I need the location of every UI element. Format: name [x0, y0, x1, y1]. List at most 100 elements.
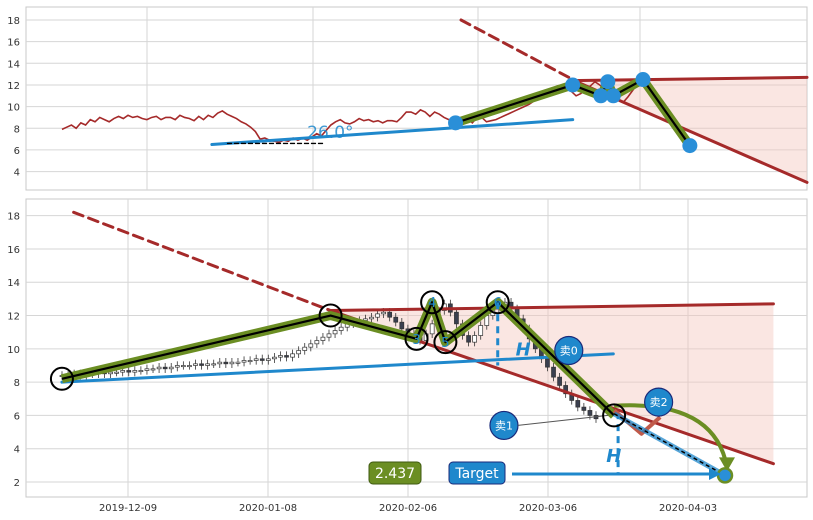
candle-body [320, 336, 326, 341]
top-y-tick-label: 10 [7, 103, 20, 114]
bottom-pivot-circle [485, 290, 510, 315]
bottom-trendline [60, 352, 615, 384]
sell-marker-label: 卖0 [560, 344, 578, 357]
bottom-pivot-circle [49, 366, 74, 391]
top-y-tick-label: 4 [14, 168, 20, 179]
candle-body [108, 371, 113, 375]
bottom-x-tick-label: 2020-03-06 [519, 503, 577, 514]
candle-body [199, 363, 204, 366]
bottom-pivot-label: 4 [428, 296, 436, 311]
top-y-tick-label: 8 [14, 124, 20, 135]
bottom-projection-dashed [613, 413, 726, 477]
top-y-tick-label: 18 [7, 16, 20, 27]
candle-body [369, 316, 374, 320]
candle-body [387, 311, 393, 318]
candle-body [132, 370, 138, 373]
candle-body [235, 361, 241, 364]
candle-body [314, 340, 320, 345]
sell-marker [644, 387, 674, 417]
bottom-x-tick-label: 2019-12-09 [99, 503, 157, 514]
target-arrowhead [708, 468, 721, 480]
candle-body [429, 323, 435, 335]
candle-body [375, 313, 380, 318]
candle-body [217, 361, 223, 365]
bottom-x-tick-label: 2020-01-08 [239, 503, 297, 514]
top-trendline [459, 18, 581, 85]
candle-body [253, 358, 259, 361]
top-y-tick-label: 14 [7, 59, 20, 70]
bottom-y-tick-label: 12 [7, 312, 20, 323]
value-badge-label: 2.437 [375, 466, 415, 482]
target-badge [448, 461, 506, 485]
candle-body [575, 400, 581, 408]
candle-body [126, 370, 132, 373]
bottom-projection-arc [613, 403, 729, 468]
value-badge [368, 461, 422, 485]
candle-body [551, 366, 556, 378]
top-pivot-marker [605, 88, 621, 104]
bottom-y-tick-label: 2 [14, 478, 20, 489]
bottom-target-point [716, 467, 734, 484]
top-y-tick-label: 6 [14, 146, 20, 157]
bottom-x-tick-label: 2020-02-06 [379, 503, 437, 514]
candle-body [156, 366, 162, 370]
bottom-x-tick-label: 2020-04-03 [659, 503, 717, 514]
candle-body [181, 365, 186, 368]
candle-body [247, 360, 253, 363]
bottom-y-tick-label: 16 [7, 245, 20, 256]
candle-body [466, 335, 471, 343]
candle-body [296, 350, 302, 355]
candle-body [332, 330, 338, 335]
bottom-pivot-circle [404, 326, 429, 351]
bottom-h-label: H [516, 339, 531, 360]
candle-body [393, 316, 399, 323]
top-trendline [210, 118, 575, 147]
bottom-y-tick-label: 10 [7, 345, 20, 356]
top-angle-label: 26.0° [307, 123, 353, 143]
bottom-y-tick-label: 8 [14, 378, 20, 389]
candle-body [144, 368, 150, 371]
candle-body [545, 358, 550, 368]
bottom-pivot-label: 3 [412, 333, 420, 348]
candle-body [278, 355, 283, 358]
sell-marker-label: 卖1 [495, 419, 513, 432]
candle-body [290, 353, 295, 358]
candle-body [478, 325, 484, 336]
candle-body [302, 346, 308, 351]
top-y-tick-label: 12 [7, 81, 20, 92]
candle-body [162, 366, 168, 370]
candle-body [326, 333, 332, 338]
bottom-pivot-circle [602, 403, 627, 428]
candle-body [174, 365, 180, 368]
candle-body [381, 311, 386, 315]
candle-body [138, 370, 144, 373]
candle-body [168, 366, 174, 370]
bottom-y-tick-label: 6 [14, 411, 20, 422]
candle-body [581, 406, 587, 411]
bottom-panel: 2 4 6 8 10 12 14 16 18 2019-12-09 2020-01-08 2020-0… [7, 198, 808, 514]
top-pivot-marker [448, 115, 464, 131]
candle-body [229, 361, 235, 365]
candle-body [272, 356, 277, 360]
candle-body [472, 335, 477, 343]
candle-body [211, 363, 217, 366]
candle-body [308, 343, 314, 348]
sell-marker-label: 卖2 [650, 396, 668, 409]
bottom-pivot-label: 5 [441, 336, 449, 351]
candle-body [454, 311, 459, 325]
candle-body [241, 360, 247, 363]
candle-body [399, 321, 405, 330]
top-pivot-marker [600, 74, 616, 90]
candle-body [259, 358, 265, 361]
candle-body [587, 410, 593, 416]
candle-body [284, 355, 289, 358]
candle-body [187, 365, 192, 368]
candle-body [338, 326, 344, 331]
bottom-pivot-circle [318, 303, 343, 328]
bottom-h-label: H [606, 446, 621, 467]
sell-marker [554, 335, 584, 366]
top-pivot-marker [682, 138, 698, 154]
top-panel: 4 6 8 10 12 14 16 18 26.0° [7, 6, 809, 191]
top-pivot-marker [635, 72, 651, 88]
